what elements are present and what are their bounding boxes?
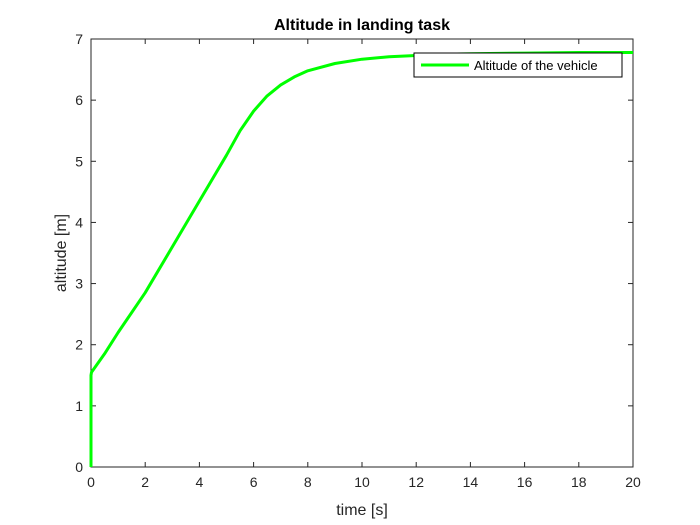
- x-tick-label: 16: [517, 474, 533, 490]
- x-tick-label: 18: [571, 474, 587, 490]
- y-tick-label: 1: [75, 398, 83, 414]
- y-axis-ticks: 0 1 2 3 4 5 6 7: [75, 31, 633, 475]
- y-tick-label: 5: [75, 153, 83, 169]
- legend-label-series-1: Altitude of the vehicle: [474, 58, 598, 73]
- x-tick-label: 2: [141, 474, 149, 490]
- y-tick-label: 0: [75, 459, 83, 475]
- x-tick-label: 8: [304, 474, 312, 490]
- x-tick-label: 6: [250, 474, 258, 490]
- x-axis-label: time [s]: [336, 502, 388, 519]
- x-tick-label: 12: [408, 474, 424, 490]
- y-tick-label: 6: [75, 92, 83, 108]
- y-tick-label: 7: [75, 31, 83, 47]
- x-tick-label: 20: [625, 474, 641, 490]
- x-tick-label: 0: [87, 474, 95, 490]
- chart-title: Altitude in landing task: [274, 17, 450, 34]
- x-tick-label: 4: [196, 474, 204, 490]
- y-tick-label: 4: [75, 214, 83, 230]
- y-tick-label: 2: [75, 337, 83, 353]
- x-axis-ticks: 0 2 4 6 8 10 12 14 16 18 20: [87, 39, 641, 490]
- plot-area: [90, 38, 634, 468]
- legend: Altitude of the vehicle: [413, 52, 623, 78]
- y-axis-label: altitude [m]: [53, 214, 70, 292]
- x-tick-label: 14: [463, 474, 479, 490]
- x-tick-label: 10: [354, 474, 370, 490]
- y-tick-label: 3: [75, 276, 83, 292]
